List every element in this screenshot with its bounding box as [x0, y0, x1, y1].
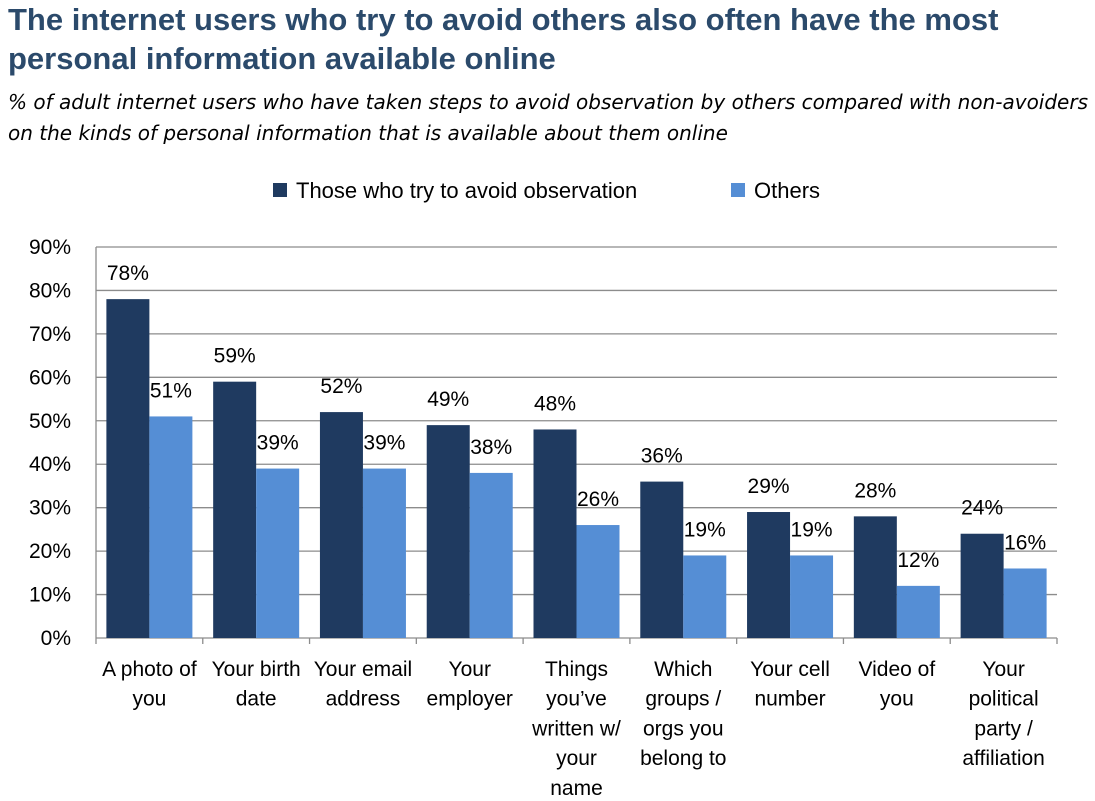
y-tick-label: 30%: [29, 497, 71, 520]
x-tick-label: Your email address: [314, 658, 412, 711]
data-label-avoiders: 52%: [320, 375, 362, 398]
bar-others: [576, 525, 620, 638]
bar-others: [469, 472, 513, 638]
data-label-others: 39%: [257, 432, 299, 455]
data-label-others: 39%: [363, 432, 405, 455]
data-label-others: 51%: [150, 379, 192, 402]
data-label-others: 19%: [684, 518, 726, 541]
x-tick-label: Your employer: [427, 658, 513, 711]
legend-label-others: Others: [754, 178, 820, 203]
legend-swatch-others: [731, 183, 745, 197]
x-tick-label: A photo of you: [102, 658, 197, 711]
bar-avoiders: [106, 299, 150, 638]
y-tick-label: 20%: [29, 540, 71, 563]
bar-others: [683, 555, 727, 638]
y-tick-label: 50%: [29, 410, 71, 433]
x-tick-label: Your birth date: [212, 658, 301, 711]
legend-swatch-avoiders: [273, 183, 287, 197]
legend: Those who try to avoid observation Others: [273, 178, 820, 203]
data-label-avoiders: 36%: [641, 445, 683, 468]
bar-others: [896, 585, 940, 638]
y-tick-label: 70%: [29, 323, 71, 346]
bar-others: [790, 555, 834, 638]
data-label-others: 38%: [470, 436, 512, 459]
y-tick-label: 10%: [29, 584, 71, 607]
bar-avoiders: [747, 512, 791, 638]
bar-others: [149, 416, 193, 638]
data-label-avoiders: 48%: [534, 392, 576, 415]
bar-avoiders: [533, 429, 577, 638]
y-tick-label: 40%: [29, 453, 71, 476]
chart-title: The internet users who try to avoid othe…: [8, 2, 999, 76]
data-label-others: 12%: [897, 549, 939, 572]
y-tick-label: 60%: [29, 366, 71, 389]
data-label-others: 16%: [1004, 531, 1046, 554]
data-label-others: 26%: [577, 488, 619, 511]
x-tick-label: Which groups / orgs you belong to: [640, 658, 726, 770]
bars: [106, 299, 1047, 638]
x-tick-label: Your cell number: [750, 658, 830, 711]
data-label-avoiders: 49%: [427, 388, 469, 411]
bar-avoiders: [640, 481, 684, 638]
x-tick-label: Video of you: [858, 658, 935, 711]
data-label-avoiders: 29%: [748, 475, 790, 498]
x-tick-label: Your political party / affiliation: [962, 658, 1045, 770]
x-tick-label: Things you’ve written w/your name: [531, 658, 621, 800]
data-label-avoiders: 78%: [107, 262, 149, 285]
y-tick-label: 0%: [41, 627, 71, 650]
y-tick-label: 90%: [29, 236, 71, 259]
bar-avoiders: [319, 412, 363, 638]
bar-avoiders: [213, 381, 257, 638]
bar-avoiders: [960, 533, 1004, 638]
legend-label-avoiders: Those who try to avoid observation: [296, 178, 637, 203]
data-label-avoiders: 28%: [854, 479, 896, 502]
data-labels: 78% 59% 52% 49% 48% 36% 29% 28% 24% 51% 39% 39% 38% 2…: [107, 262, 1046, 572]
bar-others: [256, 468, 300, 638]
y-tick-label: 80%: [29, 279, 71, 302]
bar-others: [362, 468, 406, 638]
y-axis-ticks: 0% 10% 20% 30% 40% 50% 60% 70% 80% 90%: [29, 236, 71, 650]
bar-others: [1003, 568, 1047, 638]
data-label-others: 19%: [791, 518, 833, 541]
chart-subtitle: % of adult internet users who have taken…: [8, 90, 1088, 145]
bar-avoiders: [853, 516, 897, 638]
data-label-avoiders: 59%: [214, 345, 256, 368]
data-label-avoiders: 24%: [961, 497, 1003, 520]
bar-avoiders: [426, 425, 470, 638]
